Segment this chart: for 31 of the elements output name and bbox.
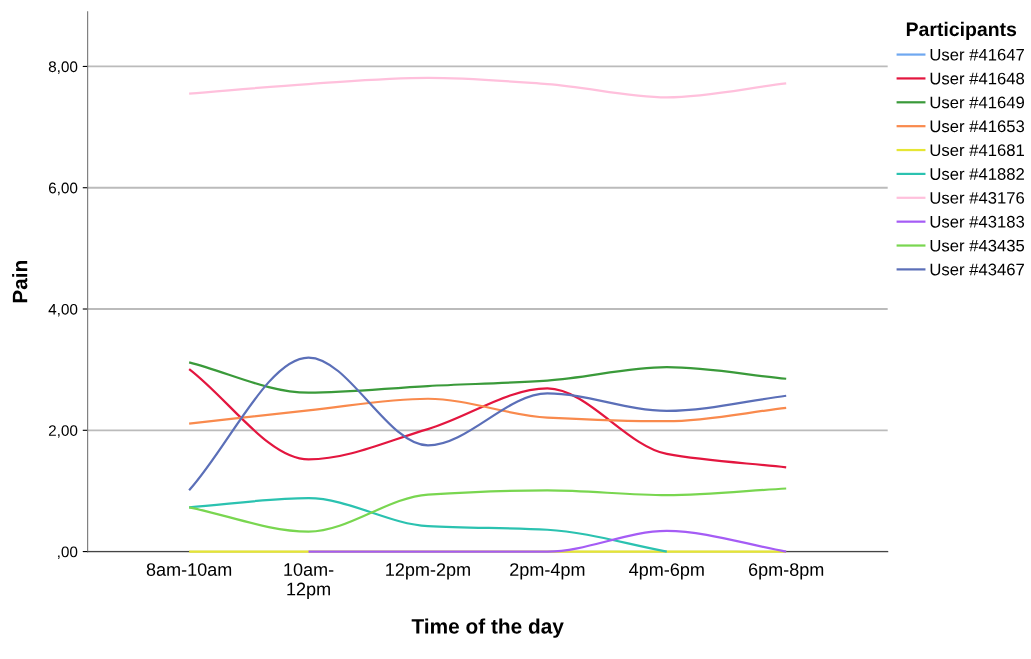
line-series	[188, 76, 788, 99]
x-tick-label: 2pm-4pm	[510, 563, 585, 580]
legend-label: User #41882	[930, 168, 1024, 180]
line-series	[188, 367, 788, 469]
line-series	[188, 487, 788, 533]
legend-label: User #43176	[930, 191, 1025, 204]
legend-label: User #43183	[930, 215, 1025, 228]
y-axis-title: Pain	[12, 261, 28, 303]
y-tick-label: 2,00	[48, 425, 78, 438]
x-tick-label: 10am- 12pm	[284, 563, 334, 599]
y-tick-label: 4,00	[48, 303, 78, 317]
legend-label: User #41649	[930, 96, 1024, 109]
legend-label: User #41647	[930, 48, 1024, 61]
legend-label: User #41648	[930, 72, 1025, 85]
line-series	[188, 397, 788, 425]
legend-title: Participants	[906, 21, 1017, 40]
legend-label: User #43435	[930, 239, 1025, 252]
x-tick-label: 12pm-2pm	[386, 563, 470, 580]
x-tick-label: 8am-10am	[146, 563, 232, 576]
x-tick-label: 6pm-8pm	[748, 563, 824, 580]
legend-label: User #43467	[930, 263, 1024, 276]
legend-label: User #41653	[930, 120, 1025, 133]
line-series	[188, 361, 788, 394]
y-tick-label: ,00	[58, 546, 78, 560]
line-series	[188, 356, 788, 492]
y-tick-label: 6,00	[48, 182, 78, 196]
x-tick-label: 4pm-6pm	[629, 563, 704, 580]
x-axis-title: Time of the day	[411, 618, 564, 638]
y-tick-label: 8,00	[48, 61, 78, 74]
line-series	[188, 497, 668, 553]
legend-label: User #41681	[930, 144, 1024, 157]
